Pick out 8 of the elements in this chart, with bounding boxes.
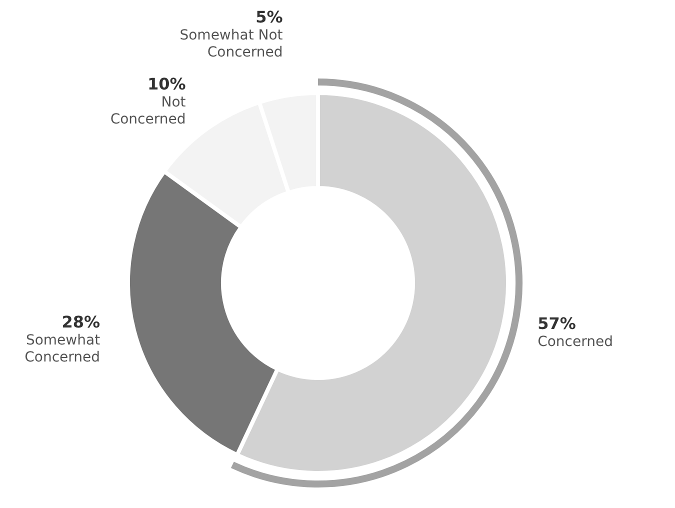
data-label: 57%	[538, 314, 576, 334]
data-label: 5%	[256, 7, 283, 26]
slice-label: Not Concerned	[110, 94, 186, 128]
slice-label: Somewhat Concerned	[24, 332, 101, 366]
slice-label: Concerned	[538, 334, 614, 350]
slice-label: Somewhat Not Concerned	[180, 27, 284, 60]
data-label: 28%	[62, 312, 100, 332]
data-label: 10%	[147, 74, 186, 94]
